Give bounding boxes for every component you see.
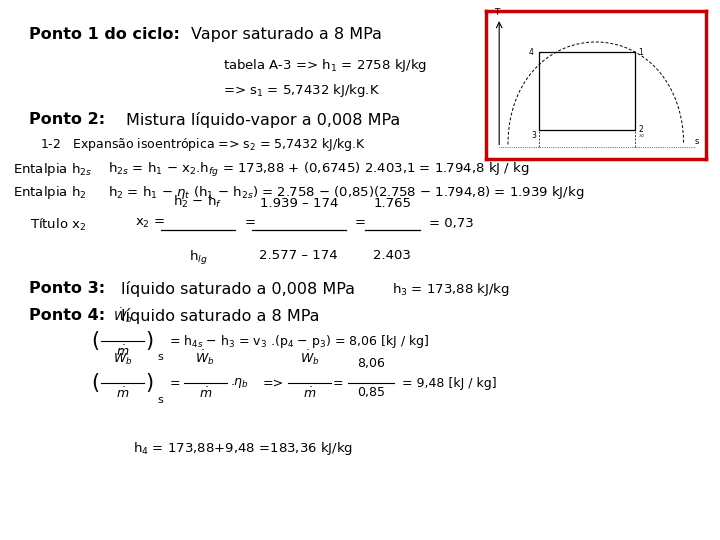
Text: $\mathit{\dot{W}}_b$: $\mathit{\dot{W}}_b$ <box>112 306 132 325</box>
Text: Entalpia h$_{2s}$: Entalpia h$_{2s}$ <box>13 161 92 178</box>
Text: 2.403: 2.403 <box>374 249 411 262</box>
Text: (: ( <box>91 373 99 394</box>
Text: $\mathit{\dot{m}}$: $\mathit{\dot{m}}$ <box>303 386 316 401</box>
Text: h$_4$ = 173,88+9,48 =183,36 kJ/kg: h$_4$ = 173,88+9,48 =183,36 kJ/kg <box>133 440 354 457</box>
Text: 3: 3 <box>531 131 536 140</box>
Text: h$_{2s}$ = h$_1$ $-$ x$_2$.h$_{fg}$ = 173,88 + (0,6745) 2.403,1 = 1.794,8 kJ / k: h$_{2s}$ = h$_1$ $-$ x$_2$.h$_{fg}$ = 17… <box>108 161 529 179</box>
Text: =: = <box>354 217 365 230</box>
Text: s: s <box>157 395 163 404</box>
Text: =>: => <box>263 377 284 390</box>
Text: 1.939 – 174: 1.939 – 174 <box>260 197 338 210</box>
Text: (: ( <box>91 331 99 352</box>
Text: Vapor saturado a 8 MPa: Vapor saturado a 8 MPa <box>191 27 382 42</box>
Text: h$_2$ = h$_1$ $-$ $\eta_t$ (h$_1$ $-$ h$_{2s}$) = 2.758 $-$ (0,85)(2.758 $-$ 1.7: h$_2$ = h$_1$ $-$ $\eta_t$ (h$_1$ $-$ h$… <box>108 184 584 200</box>
Text: líquido saturado a 0,008 MPa: líquido saturado a 0,008 MPa <box>121 281 355 297</box>
Text: Entalpia h$_2$: Entalpia h$_2$ <box>13 184 86 200</box>
Text: $\mathit{\dot{m}}$: $\mathit{\dot{m}}$ <box>199 386 212 401</box>
Text: Ponto 1 do ciclo:: Ponto 1 do ciclo: <box>29 27 180 42</box>
Text: $\mathit{\dot{m}}$: $\mathit{\dot{m}}$ <box>116 344 129 359</box>
Text: $\mathit{\dot{W}}_b$: $\mathit{\dot{W}}_b$ <box>300 348 320 367</box>
Text: $\mathit{\dot{m}}$: $\mathit{\dot{m}}$ <box>116 386 129 401</box>
Text: h$_3$ = 173,88 kJ/kg: h$_3$ = 173,88 kJ/kg <box>392 281 510 298</box>
Text: tabela A-3 => h$_1$ = 2758 kJ/kg: tabela A-3 => h$_1$ = 2758 kJ/kg <box>223 57 427 73</box>
Text: => s$_1$ = 5,7432 kJ/kg.K: => s$_1$ = 5,7432 kJ/kg.K <box>223 82 380 99</box>
Text: ): ) <box>145 373 154 394</box>
Text: Título x$_2$: Título x$_2$ <box>30 217 86 233</box>
Text: = 0,73: = 0,73 <box>429 217 474 230</box>
Text: s: s <box>695 138 699 146</box>
Text: Ponto 3:: Ponto 3: <box>29 281 105 296</box>
Text: Mistura líquido-vapor a 0,008 MPa: Mistura líquido-vapor a 0,008 MPa <box>126 112 400 128</box>
Text: x₂: x₂ <box>639 133 645 138</box>
Text: =: = <box>333 377 343 390</box>
Text: h$_{lg}$: h$_{lg}$ <box>189 249 207 267</box>
Text: 1.765: 1.765 <box>374 197 411 210</box>
Text: $\mathit{\dot{W}}_b$: $\mathit{\dot{W}}_b$ <box>195 348 215 367</box>
Text: 1-2   Expansão isoentrópica => s$_2$ = 5,7432 kJ/kg.K: 1-2 Expansão isoentrópica => s$_2$ = 5,7… <box>40 136 366 153</box>
Text: 1: 1 <box>639 48 644 57</box>
Text: x$_2$ =: x$_2$ = <box>135 217 165 230</box>
Text: 2: 2 <box>639 125 644 134</box>
Text: =: = <box>245 217 256 230</box>
Text: 4: 4 <box>528 48 534 57</box>
Text: 8,06: 8,06 <box>357 357 384 370</box>
Text: Ponto 2:: Ponto 2: <box>29 112 105 127</box>
Text: = 9,48 [kJ / kg]: = 9,48 [kJ / kg] <box>402 377 496 390</box>
Text: ): ) <box>145 331 154 352</box>
Text: s: s <box>157 353 163 362</box>
Text: h$_2$ $-$ h$_f$: h$_2$ $-$ h$_f$ <box>174 193 222 210</box>
Text: 2.577 – 174: 2.577 – 174 <box>259 249 338 262</box>
Text: =: = <box>169 377 180 390</box>
Text: 0,85: 0,85 <box>357 386 384 399</box>
Text: .$\eta_b$: .$\eta_b$ <box>230 376 249 390</box>
Text: líquido saturado a 8 MPa: líquido saturado a 8 MPa <box>121 308 320 324</box>
Text: = h$_{4s}$ $-$ h$_3$ = v$_3$ .(p$_4$ $-$ p$_3$) = 8,06 [kJ / kg]: = h$_{4s}$ $-$ h$_3$ = v$_3$ .(p$_4$ $-$… <box>169 333 430 350</box>
Text: Ponto 4:: Ponto 4: <box>29 308 105 323</box>
Text: T: T <box>495 8 500 17</box>
Text: $\mathit{\dot{W}}_b$: $\mathit{\dot{W}}_b$ <box>112 348 132 367</box>
